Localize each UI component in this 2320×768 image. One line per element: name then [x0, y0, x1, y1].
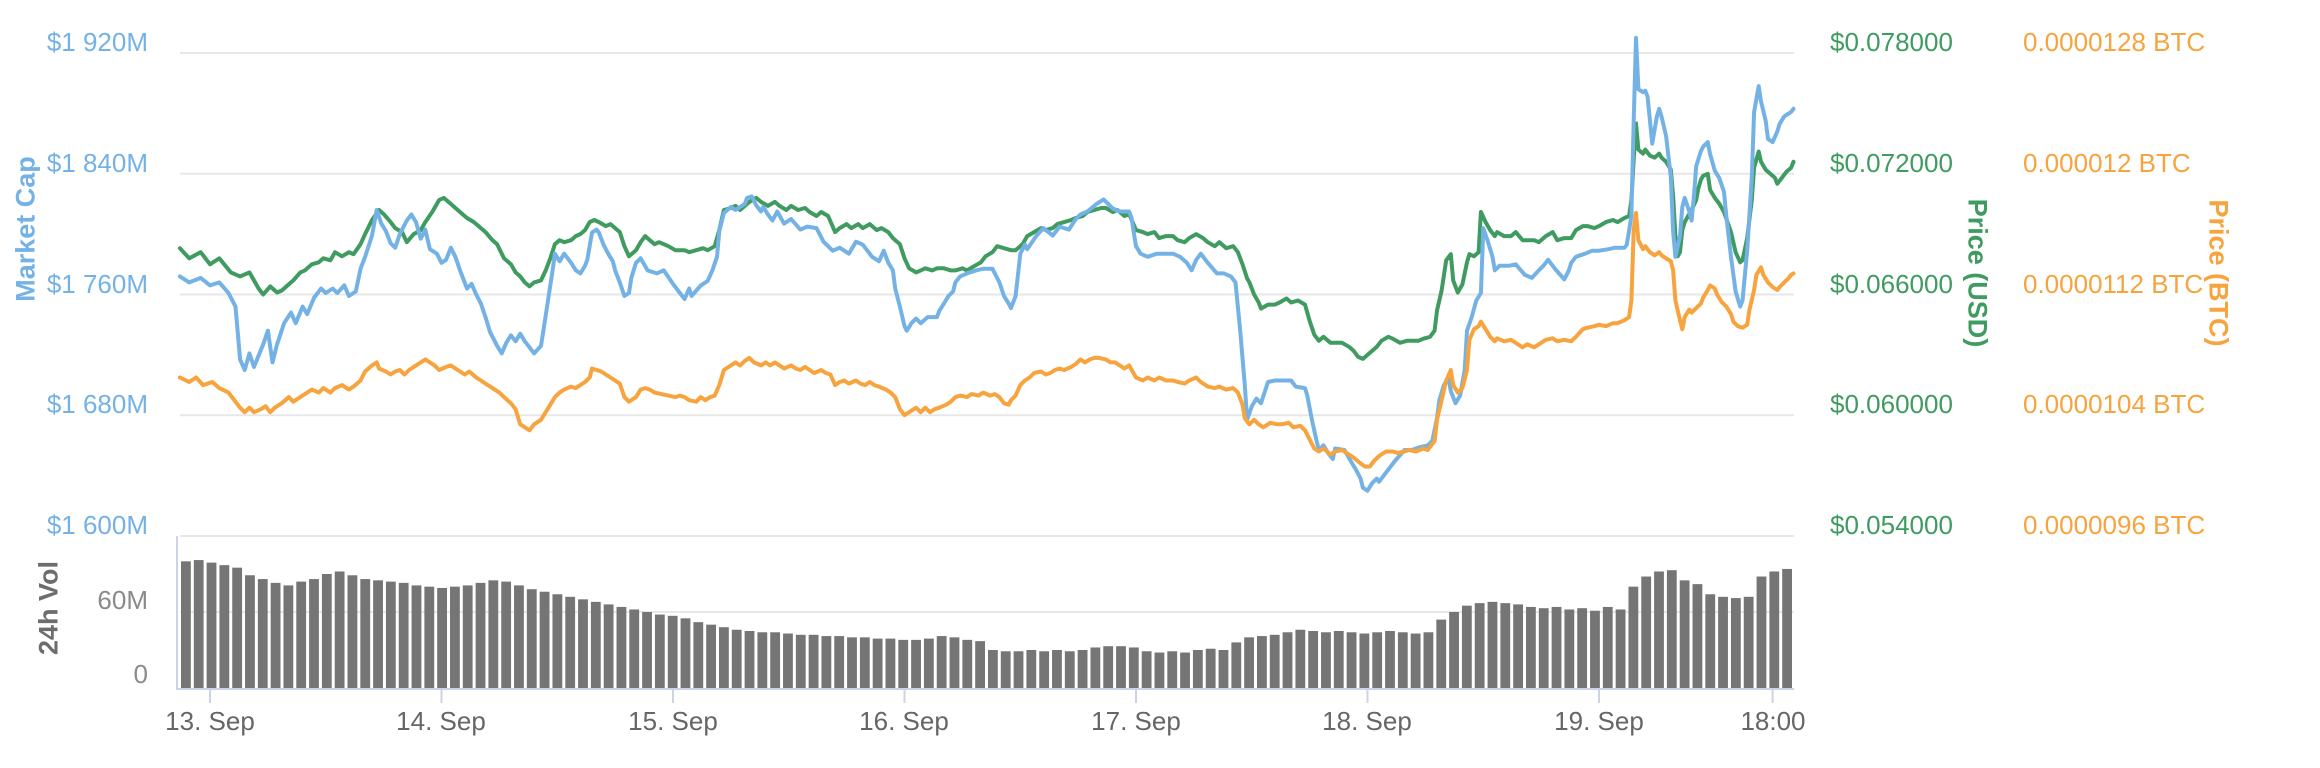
price-usd-tick-label: $0.060000 — [1830, 389, 1953, 419]
market-cap-tick-label: $1 920M — [46, 27, 148, 57]
price-btc-tick-label: 0.0000128 BTC — [2023, 27, 2206, 57]
market-cap-tick-label: $1 680M — [46, 389, 148, 419]
price-btc-tick-label: 0.0000112 BTC — [2023, 269, 2204, 299]
price-usd-tick-label: $0.066000 — [1830, 269, 1953, 299]
price-usd-axis-title: Price (USD) — [1962, 198, 1993, 348]
market-cap-axis-title: Market Cap — [10, 156, 41, 302]
price-btc-tick-label: 0.0000096 BTC — [2023, 510, 2206, 540]
x-axis-tick-label: 15. Sep — [628, 706, 718, 736]
x-axis-tick-label: 18. Sep — [1322, 706, 1412, 736]
volume-tick-label: 0 — [133, 659, 148, 689]
market-cap-tick-label: $1 760M — [46, 269, 148, 299]
volume-axis-title: 24h Vol — [33, 560, 64, 656]
volume-tick-label: 60M — [97, 585, 148, 615]
price-btc-axis-title: Price (BTC) — [2203, 199, 2234, 347]
price-usd-tick-label: $0.078000 — [1830, 27, 1953, 57]
market-cap-tick-label: $1 840M — [46, 148, 148, 178]
price-usd-tick-label: $0.054000 — [1830, 510, 1953, 540]
x-axis-tick-label: 19. Sep — [1554, 706, 1644, 736]
x-axis-tick-label: 17. Sep — [1091, 706, 1181, 736]
market-cap-tick-label: $1 600M — [46, 510, 148, 540]
x-axis-tick-label: 14. Sep — [396, 706, 486, 736]
price-btc-tick-label: 0.0000104 BTC — [2023, 389, 2206, 419]
x-axis-tick-label: 13. Sep — [165, 706, 255, 736]
price-usd-tick-label: $0.072000 — [1830, 148, 1953, 178]
x-axis-tick-label: 18:00 — [1740, 706, 1806, 736]
price-btc-tick-label: 0.000012 BTC — [2023, 148, 2191, 178]
x-axis-tick-label: 16. Sep — [859, 706, 949, 736]
